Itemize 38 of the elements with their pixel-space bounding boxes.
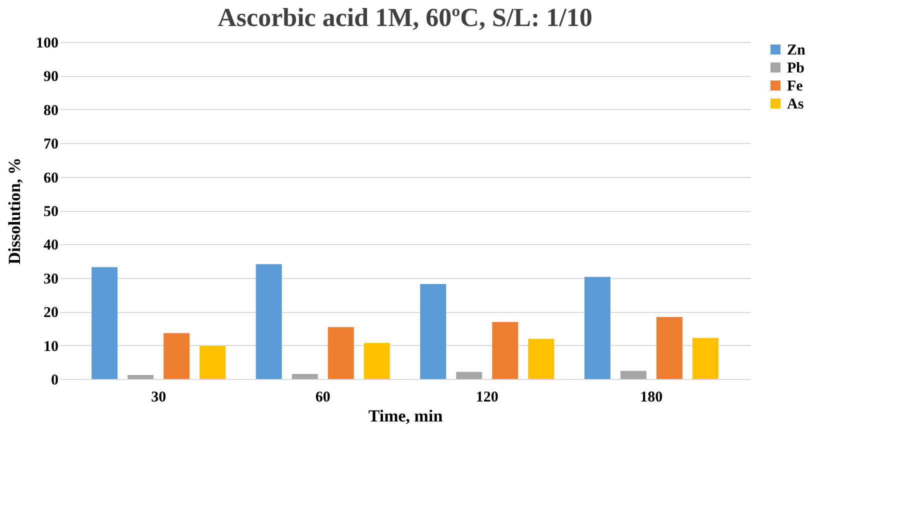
legend-label: Zn bbox=[787, 42, 806, 58]
legend-label: As bbox=[787, 96, 804, 112]
y-tick-label: 70 bbox=[44, 136, 58, 153]
bar bbox=[364, 342, 390, 379]
bar bbox=[528, 338, 554, 379]
x-tick-label: 60 bbox=[315, 390, 330, 406]
y-tick-label: 10 bbox=[44, 338, 58, 355]
y-tick-label: 80 bbox=[44, 102, 58, 119]
x-tick-label: 30 bbox=[151, 390, 166, 406]
y-tick-label: 50 bbox=[44, 204, 58, 220]
bar bbox=[92, 267, 118, 379]
bar bbox=[292, 374, 318, 379]
x-tick-label: 120 bbox=[476, 390, 498, 406]
legend-label: Pb bbox=[787, 60, 805, 76]
legend-label: Fe bbox=[787, 78, 804, 94]
y-tick-label: 40 bbox=[44, 238, 58, 254]
x-tick-label: 180 bbox=[640, 390, 663, 406]
y-axis-title: Dissolution, % bbox=[5, 158, 24, 264]
bar bbox=[620, 370, 646, 379]
chart-title: Ascorbic acid 1M, 60ºC, S/L: 1/10 bbox=[218, 3, 592, 32]
bar bbox=[164, 333, 190, 379]
bar bbox=[200, 346, 226, 379]
bar bbox=[128, 374, 154, 379]
bar bbox=[692, 338, 718, 379]
bar bbox=[584, 276, 610, 379]
bar bbox=[420, 284, 446, 379]
bar bbox=[328, 327, 354, 379]
bar bbox=[256, 264, 282, 379]
y-tick-label: 60 bbox=[44, 170, 58, 186]
bar bbox=[656, 316, 682, 379]
bar bbox=[456, 372, 482, 379]
y-tick-label: 0 bbox=[51, 372, 58, 388]
y-tick-label: 30 bbox=[44, 271, 58, 288]
y-tick-label: 100 bbox=[36, 36, 58, 52]
y-tick-label: 90 bbox=[44, 69, 58, 86]
bar bbox=[492, 322, 518, 379]
y-tick-label: 20 bbox=[44, 305, 58, 322]
x-axis-title: Time, min bbox=[368, 406, 444, 426]
